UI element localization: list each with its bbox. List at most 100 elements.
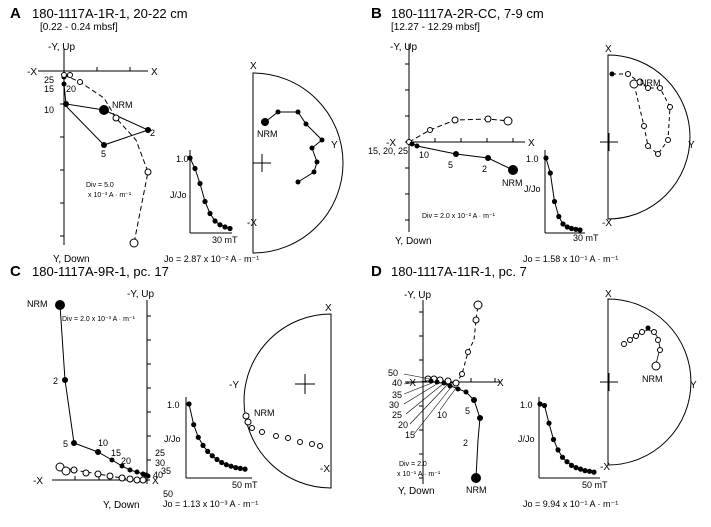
- stereonet: X -X -Y NRM: [229, 303, 332, 489]
- stereo-label-side: Y: [688, 140, 695, 151]
- decay-ytick: 1.0: [176, 154, 189, 164]
- step-label: 20: [121, 456, 131, 466]
- stereo-label-bottom: -X: [320, 464, 330, 475]
- decay-plot: 1.0 J/Jo 50 mT Jo = 1.13 x 10⁻³ A · m⁻¹: [163, 397, 258, 509]
- step-label: 40: [392, 378, 402, 388]
- decay-ytick: 1.0: [520, 400, 533, 410]
- axis-label-neg-x: -X: [406, 378, 416, 389]
- stereo-label-side: Y: [331, 140, 338, 151]
- decay-point: [555, 447, 561, 453]
- decay-point: [187, 155, 193, 161]
- decay-ylabel: J/Jo: [170, 190, 187, 200]
- panel-c: C 180-1117A-9R-1, pc. 17 -Y, Up Y, Down …: [10, 263, 332, 511]
- panel-letter: B: [371, 5, 382, 22]
- panel-depth: [12.27 - 12.29 mbsf]: [391, 22, 480, 33]
- step-label: 40: [153, 470, 163, 480]
- decay-point: [191, 422, 197, 428]
- decay-point: [577, 466, 584, 472]
- step-label: 50: [388, 368, 398, 378]
- jo-label: Jo = 9.94 x 10⁻¹ A · m⁻¹: [523, 499, 618, 509]
- axis-label-up: -Y, Up: [48, 42, 75, 53]
- axis-label-up: -Y, Up: [127, 289, 154, 300]
- step-label: 2: [53, 376, 58, 386]
- decay-curve: [545, 157, 581, 231]
- jo-label: Jo = 1.58 x 10⁻¹ A · m⁻¹: [523, 254, 618, 264]
- decay-point: [564, 224, 570, 230]
- panel-b: B 180-1117A-2R-CC, 7-9 cm [12.27 - 12.29…: [368, 5, 695, 264]
- decay-xlabel: 50 mT: [582, 480, 608, 490]
- decay-point: [228, 463, 234, 469]
- decay-point: [219, 459, 225, 466]
- decay-point: [197, 180, 203, 187]
- decay-point: [192, 165, 198, 172]
- decay-ylabel: J/Jo: [164, 434, 181, 444]
- step-label: NRM: [502, 178, 523, 188]
- step-label: 15: [405, 430, 415, 440]
- panel-letter: A: [10, 5, 21, 22]
- stereo-nrm-label: NRM: [254, 408, 275, 418]
- stereo-nrm-label: NRM: [257, 129, 278, 139]
- axis-label-pos-x: X: [152, 476, 159, 487]
- step-label: NRM: [27, 299, 48, 309]
- decay-xlabel: 50 mT: [232, 480, 258, 490]
- step-label: 50: [163, 489, 173, 499]
- step-label: 10: [44, 105, 54, 115]
- div-unit: x 10⁻¹ A · m⁻¹: [397, 471, 441, 478]
- panel-depth: [0.22 - 0.24 mbsf]: [40, 22, 118, 33]
- decay-point: [556, 213, 562, 220]
- decay-point: [568, 225, 575, 232]
- axis-label-pos-x: X: [497, 378, 504, 389]
- decay-ytick: 1.0: [526, 154, 539, 164]
- step-label: 2: [482, 164, 487, 174]
- decay-point: [205, 448, 211, 454]
- div-label: Div = 5.0: [86, 182, 114, 189]
- decay-point: [546, 420, 552, 426]
- stereo-label-top: X: [605, 44, 612, 55]
- decay-point: [560, 221, 566, 227]
- zijderveld-plot: -Y, Up Y, Down -X X 50: [388, 290, 504, 497]
- stereo-label-top: X: [605, 289, 612, 300]
- decay-plot: 1.0 J/Jo 30 mT Jo = 2.87 x 10⁻² A · m⁻¹: [164, 150, 259, 264]
- decay-xlabel: 30 mT: [573, 233, 599, 243]
- jo-label: Jo = 1.13 x 10⁻³ A · m⁻¹: [163, 499, 258, 509]
- step-label: 5: [101, 149, 106, 159]
- axis-label-down: Y, Down: [395, 236, 432, 247]
- jo-label: Jo = 2.87 x 10⁻² A · m⁻¹: [164, 254, 259, 264]
- div-label: Div = 2.0 x 10⁻² A · m⁻¹: [422, 213, 496, 220]
- decay-point: [547, 170, 553, 176]
- decay-point: [209, 453, 215, 459]
- step-label: 20: [66, 84, 76, 94]
- zijderveld-plot: -Y, Up Y, Down -X X 25 15 20 10 NRM 2 5 …: [27, 42, 158, 265]
- step-label: 25: [392, 410, 402, 420]
- panel-a: A 180-1117A-1R-1, 20-22 cm [0.22 - 0.24 …: [10, 5, 344, 265]
- axis-label-neg-x: -X: [33, 476, 43, 487]
- zijderveld-plot: -Y, Up Y, Down -X X NRM 2 5 10 15: [27, 289, 173, 511]
- panel-title: 180-1117A-9R-1, pc. 17: [32, 264, 169, 279]
- decay-point: [537, 401, 543, 407]
- decay-point: [573, 226, 579, 232]
- decay-point: [195, 434, 201, 440]
- decay-point: [223, 462, 229, 468]
- panel-d: D 180-1117A-11R-1, pc. 7 -Y, Up Y, Down …: [371, 263, 697, 509]
- step-label: 15: [111, 448, 121, 458]
- decay-point: [212, 218, 218, 224]
- decay-point: [237, 465, 243, 471]
- axis-label-neg-x: -X: [27, 67, 37, 78]
- stereonet: X -X Y NRM: [247, 61, 344, 254]
- axis-label-down: Y, Down: [398, 486, 435, 497]
- stereo-label-bottom: -X: [247, 218, 257, 229]
- stereonet: X -X Y NRM: [600, 44, 695, 229]
- panel-letter: C: [10, 263, 21, 280]
- div-unit: x 10⁻³ A · m⁻¹: [88, 192, 132, 199]
- axis-label-down: Y, Down: [103, 500, 140, 511]
- decay-point: [202, 198, 208, 205]
- decay-point: [207, 210, 213, 217]
- decay-xlabel: 30 mT: [212, 235, 238, 245]
- step-label: 5: [63, 439, 68, 449]
- step-label: 10: [98, 438, 108, 448]
- div-label: Div = 2.0: [399, 461, 427, 468]
- decay-plot: 1.0 J/Jo 30 mT Jo = 1.58 x 10⁻¹ A · m⁻¹: [523, 150, 618, 264]
- decay-point: [543, 155, 549, 161]
- decay-point: [591, 469, 597, 475]
